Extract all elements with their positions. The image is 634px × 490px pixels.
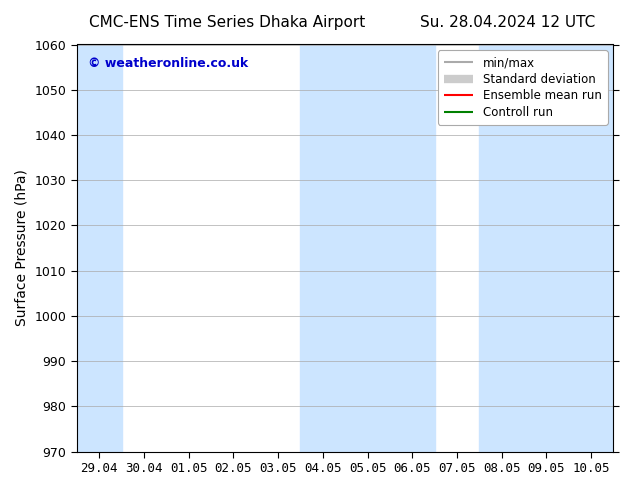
Legend: min/max, Standard deviation, Ensemble mean run, Controll run: min/max, Standard deviation, Ensemble me… (438, 50, 607, 125)
Text: © weatheronline.co.uk: © weatheronline.co.uk (87, 57, 248, 70)
Text: CMC-ENS Time Series Dhaka Airport: CMC-ENS Time Series Dhaka Airport (89, 15, 365, 30)
Bar (301, 45, 434, 452)
Bar (77, 45, 122, 452)
Text: Su. 28.04.2024 12 UTC: Su. 28.04.2024 12 UTC (420, 15, 595, 30)
Bar (479, 45, 614, 452)
Y-axis label: Surface Pressure (hPa): Surface Pressure (hPa) (15, 170, 29, 326)
